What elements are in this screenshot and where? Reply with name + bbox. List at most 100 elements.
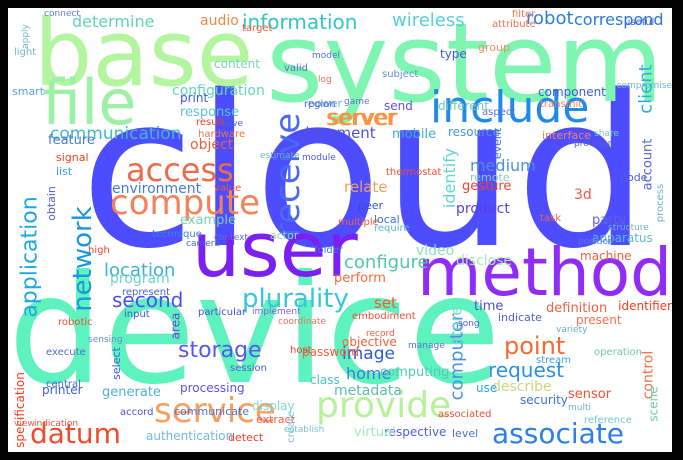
word-audio: audio (200, 14, 239, 28)
word-create: create (287, 411, 297, 443)
word-use: use (476, 382, 497, 394)
word-sensing: sensing (88, 336, 123, 345)
word-host: host (290, 346, 312, 356)
word-peer: peer (358, 200, 383, 211)
word-network: network (70, 206, 96, 312)
word-component: component (538, 86, 606, 98)
word-module: module (302, 154, 336, 163)
word-provider: provider (574, 140, 612, 149)
word-task: task (540, 214, 561, 224)
word-folder: folder (314, 246, 343, 256)
word-process: process (656, 184, 666, 222)
word-compromise: compromise (617, 82, 672, 91)
word-sensor: sensor (568, 388, 611, 401)
word-storage: storage (178, 340, 262, 362)
word-model: model (312, 52, 340, 61)
word-set: set (374, 296, 397, 311)
word-generate: generate (102, 386, 161, 399)
word-valid: valid (284, 64, 308, 74)
word-manage: manage (408, 342, 445, 351)
word-share: share (594, 130, 619, 139)
word-execute: execute (46, 348, 86, 358)
word-robotic: robotic (58, 318, 93, 328)
word-view: view (14, 420, 35, 429)
word-subject: subject (382, 70, 418, 80)
word-application: application (20, 196, 42, 317)
word-require: require (374, 224, 410, 234)
word-position: position (578, 238, 614, 247)
word-multiple: multiple (338, 218, 379, 228)
word-operation: operation (594, 348, 642, 358)
word-machine: machine (580, 250, 632, 262)
word-remote: remote (470, 172, 510, 183)
word-multi: multi (568, 404, 591, 413)
word-level: level (452, 428, 478, 439)
word-input: input (124, 310, 150, 320)
word-implement: implement (252, 308, 301, 317)
word-cloud: clouddevicesystembaseusermethodincludefi… (8, 8, 672, 452)
word-smart: smart (12, 86, 44, 97)
word-communicate: communicate (174, 406, 249, 417)
word-context: context (214, 234, 248, 243)
word-determine: determine (72, 14, 154, 30)
word-computing: computing (380, 366, 449, 379)
word-aspect: aspect (482, 108, 515, 118)
word-useful: useful (624, 18, 654, 28)
word-reference: reference (584, 416, 632, 426)
word-represent: represent (122, 288, 170, 298)
word-connect: connect (44, 10, 80, 19)
word-associated: associated (438, 410, 492, 420)
word-class: class (310, 374, 340, 386)
word-processing: processing (180, 382, 245, 394)
word-apply: apply (22, 24, 31, 49)
word-actor: actor (270, 230, 298, 241)
word-print: print (180, 92, 208, 104)
word-select: select (111, 347, 122, 380)
word-high: high (88, 246, 110, 256)
word-particular: particular (198, 308, 246, 318)
word-area: area (169, 313, 181, 340)
word-signal: signal (56, 152, 89, 163)
word-disclose: disclose (456, 254, 512, 268)
word-detect: detect (228, 432, 263, 443)
word-session: session (230, 364, 267, 374)
word-accord: accord (120, 408, 154, 418)
word-relate: relate (344, 180, 388, 195)
word-identify: identify (442, 148, 458, 208)
word-type: type (440, 48, 467, 60)
word-result: result (196, 118, 224, 128)
word-feature: feature (48, 134, 95, 147)
word-transmit: transmit (540, 100, 582, 110)
word-event: event (492, 128, 503, 159)
word-product: product (456, 202, 510, 216)
word-3d: 3d (574, 188, 592, 202)
word-stream: stream (536, 356, 571, 366)
word-value: value (214, 184, 241, 194)
word-account: account (641, 139, 654, 191)
word-embodiment: embodiment (352, 312, 416, 322)
word-structure: structure (608, 224, 649, 233)
word-song: song (458, 320, 480, 329)
word-send: send (384, 100, 413, 112)
word-obtain: obtain (46, 186, 57, 221)
word-indicate: indicate (498, 312, 542, 323)
word-mobile: mobile (392, 128, 436, 141)
word-log: log (318, 76, 332, 85)
word-game: game (344, 98, 370, 107)
word-wireless: wireless (392, 12, 465, 30)
word-estimate: estimate (260, 152, 300, 161)
word-metadata: metadata (334, 384, 402, 398)
word-coordinate: coordinate (278, 318, 326, 327)
word-group: group (478, 42, 510, 53)
word-perform: perform (334, 272, 386, 285)
word-target: target (242, 24, 272, 34)
word-central: central (46, 380, 81, 390)
word-specification: specification (14, 372, 26, 448)
word-record: record (366, 330, 395, 339)
word-method: method (417, 240, 672, 306)
word-example: example (180, 214, 236, 227)
word-save: save (222, 120, 243, 129)
word-region: region (304, 100, 336, 110)
word-program: program (110, 272, 170, 286)
word-scene: scene (648, 386, 660, 421)
